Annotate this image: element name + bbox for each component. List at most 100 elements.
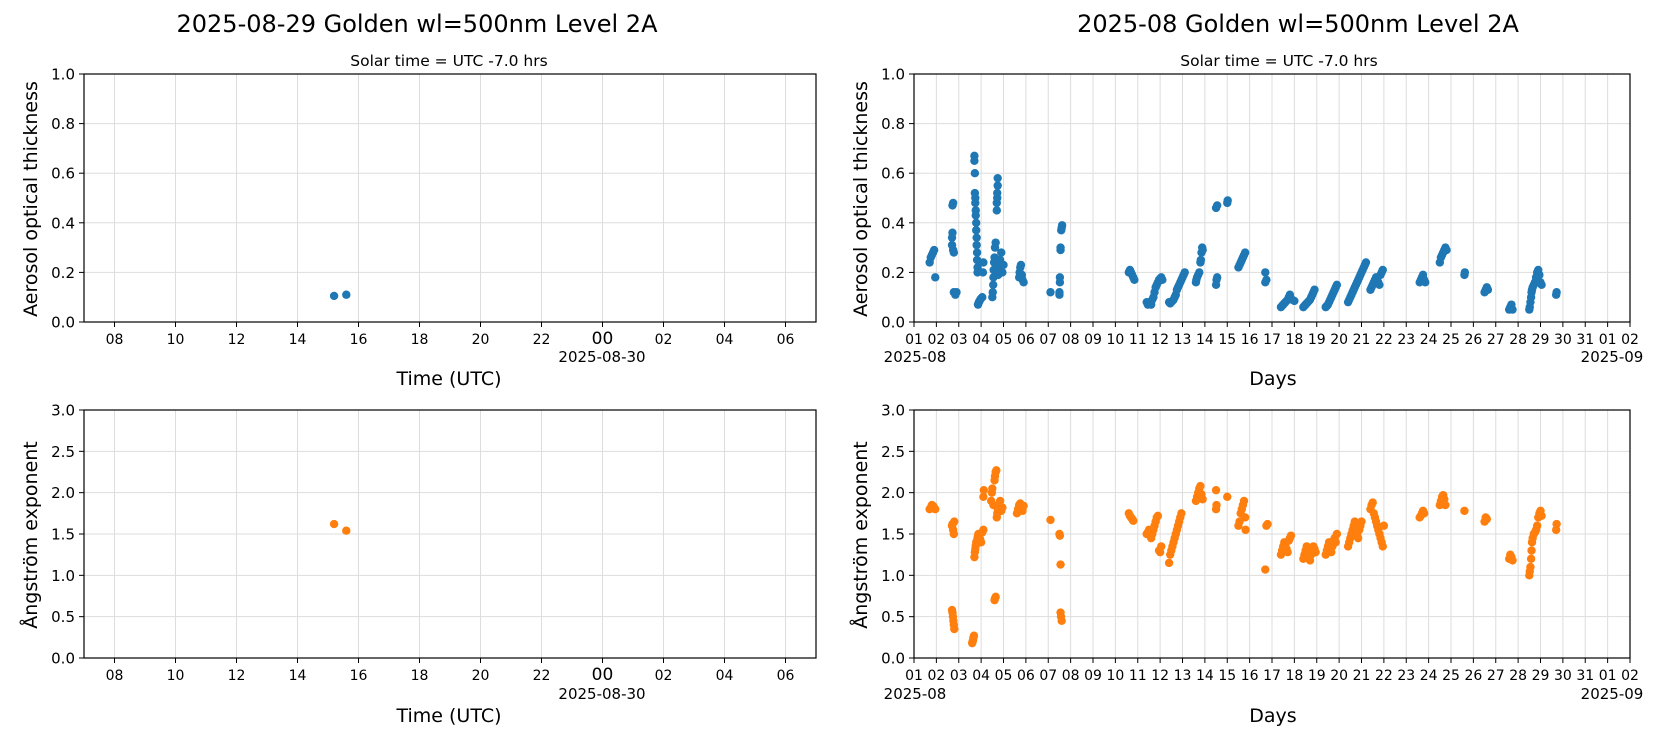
x-tick-label: 01 <box>1599 332 1617 348</box>
x-tick-label: 12 <box>228 668 246 684</box>
data-point <box>979 492 988 501</box>
data-point <box>1177 509 1186 518</box>
right-top-start-label: 2025-08 <box>884 348 947 366</box>
x-tick-label: 08 <box>106 668 124 684</box>
x-tick-label: 08 <box>106 332 124 348</box>
x-tick-label: 25 <box>1442 668 1460 684</box>
x-tick-label: 16 <box>1241 668 1259 684</box>
data-point <box>972 240 981 250</box>
data-point <box>993 188 1002 198</box>
x-tick-label: 11 <box>1129 668 1147 684</box>
x-tick-label: 20 <box>1330 668 1348 684</box>
right-chart-subtitle: Solar time = UTC -7.0 hrs <box>1180 52 1377 70</box>
y-tick-label: 0.5 <box>881 608 905 626</box>
data-point <box>1537 280 1546 289</box>
data-point <box>988 288 997 297</box>
data-point <box>1016 260 1026 270</box>
data-point <box>1552 288 1561 297</box>
x-tick-label: 17 <box>1263 332 1281 348</box>
x-tick-label: 12 <box>228 332 246 348</box>
data-point <box>1526 554 1536 563</box>
x-tick-label: 24 <box>1420 668 1438 684</box>
y-tick-label: 0.0 <box>51 314 75 332</box>
data-point <box>342 526 351 535</box>
data-point <box>1368 498 1377 507</box>
x-tick-label: 19 <box>1308 668 1326 684</box>
x-tick-label: 22 <box>533 668 551 684</box>
left-top-ylabel: Aerosol optical thickness <box>20 81 42 317</box>
data-point <box>1419 509 1429 518</box>
x-tick-label: 05 <box>995 332 1013 348</box>
y-tick-label: 2.0 <box>881 484 905 502</box>
x-tick-label: 21 <box>1353 332 1371 348</box>
data-point <box>969 631 979 640</box>
data-point <box>929 245 939 255</box>
data-point <box>1537 511 1546 521</box>
plot-frame <box>913 73 1631 323</box>
data-point <box>931 505 940 514</box>
data-point <box>1158 275 1167 285</box>
y-tick-label: 0.0 <box>881 650 905 668</box>
data-point <box>1130 275 1139 285</box>
data-point <box>1378 542 1387 551</box>
left-bottom-ylabel: Ångström exponent <box>19 441 42 629</box>
data-point <box>989 280 998 289</box>
y-tick-label: 1.0 <box>51 567 75 585</box>
data-point <box>1508 305 1517 314</box>
data-point <box>1310 285 1319 294</box>
x-tick-label: 10 <box>1106 332 1124 348</box>
data-point <box>342 290 351 299</box>
data-point <box>1482 514 1492 524</box>
data-point <box>1211 485 1221 495</box>
data-point <box>1240 513 1250 522</box>
left-chart-subtitle: Solar time = UTC -7.0 hrs <box>350 52 547 70</box>
data-point <box>1460 268 1470 277</box>
left-top-date-label: 2025-08-30 <box>558 348 645 366</box>
data-point <box>1055 273 1065 282</box>
x-tick-label: 18 <box>411 668 429 684</box>
data-point <box>991 238 1000 247</box>
data-point <box>1129 516 1138 525</box>
y-tick-label: 0.8 <box>51 115 75 133</box>
data-point <box>950 624 959 634</box>
data-point <box>1263 519 1272 529</box>
x-tick-label: 31 <box>1576 668 1594 684</box>
x-tick-label: 14 <box>1196 668 1214 684</box>
data-point <box>952 288 961 297</box>
x-tick-label: 12 <box>1151 668 1169 684</box>
data-point <box>999 260 1008 270</box>
data-point <box>948 198 958 208</box>
x-tick-label: 19 <box>1308 332 1326 348</box>
y-tick-label: 0.4 <box>51 214 75 232</box>
x-tick-label: 13 <box>1174 668 1192 684</box>
data-point <box>1442 245 1451 255</box>
angstrom-daily-panel: 08 10 12 14 16 18 20 22 00 02 04 06 0.0 0.5 1.0 1.5 2.0 2… <box>51 402 817 685</box>
data-point <box>1019 278 1028 287</box>
data-point <box>1223 492 1232 501</box>
x-tick-label: 07 <box>1039 668 1057 684</box>
x-tick-label: 28 <box>1509 668 1527 684</box>
y-tick-label: 0.8 <box>881 115 905 133</box>
data-point <box>1283 547 1292 557</box>
y-tick-label: 0.2 <box>51 264 75 282</box>
x-tick-label: 16 <box>1241 332 1259 348</box>
data-point <box>993 181 1002 190</box>
x-tick-label: 10 <box>167 332 185 348</box>
data-point <box>995 496 1005 506</box>
data-point <box>1057 616 1066 625</box>
data-point <box>997 248 1006 257</box>
data-point <box>1532 521 1542 530</box>
x-tick-label: 27 <box>1487 332 1505 348</box>
data-point <box>1223 196 1232 205</box>
data-point <box>978 268 988 277</box>
data-point <box>1526 562 1535 572</box>
x-tick-label: 02 <box>1621 332 1639 348</box>
data-point <box>1353 533 1363 543</box>
data-point <box>1198 245 1207 255</box>
x-tick-label: 26 <box>1464 332 1482 348</box>
x-tick-label: 16 <box>350 668 368 684</box>
data-point <box>948 228 957 237</box>
x-tick-label: 05 <box>995 668 1013 684</box>
x-tick-label: 04 <box>716 332 734 348</box>
